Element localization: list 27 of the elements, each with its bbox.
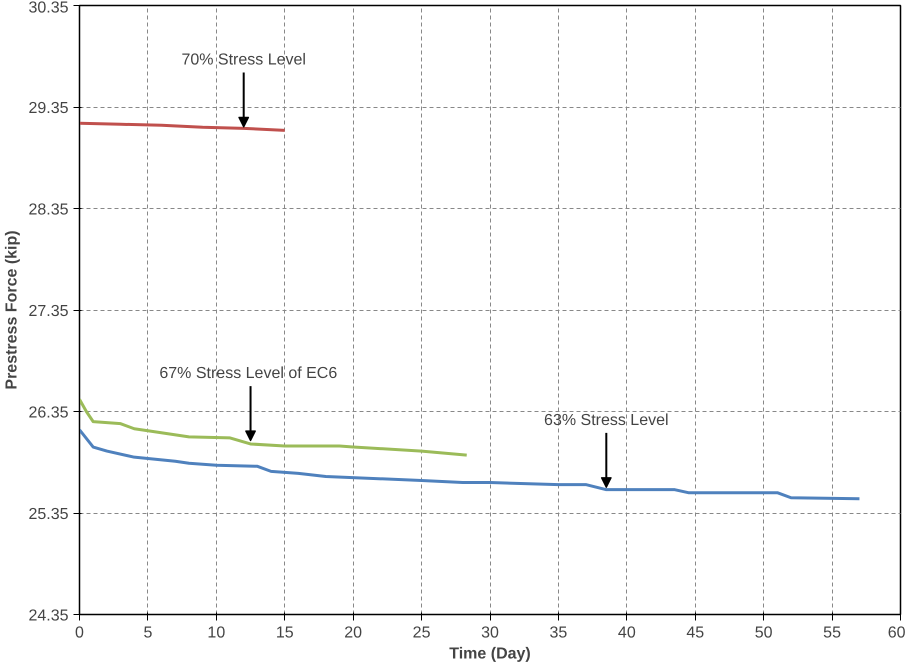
y-tick-label: 24.35 — [28, 608, 69, 624]
y-tick-label: 29.35 — [28, 100, 69, 117]
x-tick-label: 60 — [888, 624, 906, 642]
x-tick-label: 30 — [481, 624, 499, 642]
y-tick-label: 26.35 — [28, 404, 69, 422]
x-axis-title: Time (Day) — [449, 646, 531, 662]
y-tick-label: 27.35 — [28, 303, 69, 320]
x-tick-label: 20 — [344, 624, 362, 642]
x-tick-label: 35 — [550, 624, 568, 642]
x-tick-label: 50 — [754, 624, 773, 642]
annotation: 70% Stress Level — [181, 51, 306, 68]
x-tick-label: 10 — [207, 624, 226, 642]
line-series — [80, 398, 468, 457]
x-tick-label: 55 — [823, 624, 842, 642]
x-tick-label: 45 — [686, 624, 704, 642]
x-tick-label: 5 — [143, 624, 152, 642]
y-tick-label: 25.35 — [28, 506, 69, 523]
y-tick-label: 30.35 — [28, 0, 69, 16]
x-tick-label: 0 — [75, 624, 84, 642]
line-series — [80, 428, 861, 500]
y-tick-label: 28.35 — [28, 202, 69, 218]
annotation: 67% Stress Level of EC6 — [159, 365, 338, 382]
x-tick-label: 25 — [412, 624, 431, 642]
annotation: 63% Stress Level — [544, 412, 669, 429]
y-axis-title: Prestress Force (kip) — [3, 230, 20, 390]
x-tick-label: 40 — [618, 624, 636, 642]
x-tick-label: 15 — [276, 624, 294, 642]
